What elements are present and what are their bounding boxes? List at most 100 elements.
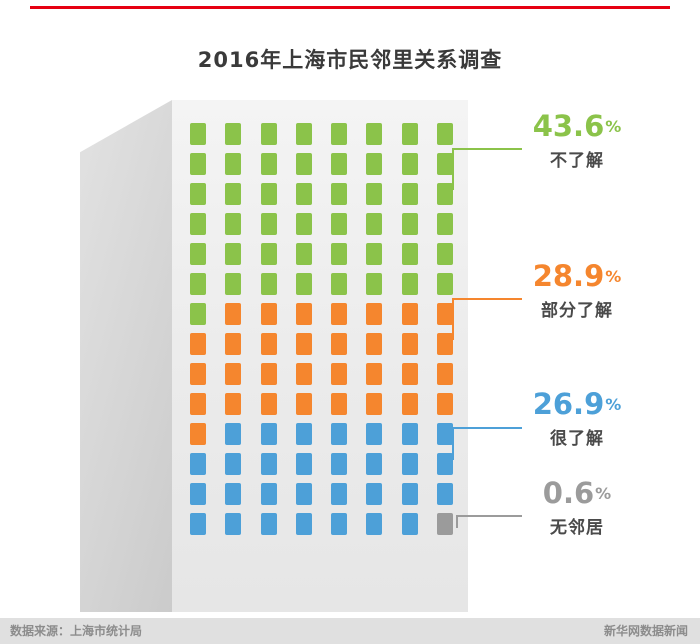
window-tile-not-know (401, 183, 418, 205)
window-tile-partly-know (401, 303, 418, 325)
window-tile-not-know (436, 243, 453, 265)
callout-value: 0.6% (522, 477, 632, 510)
window-tile-not-know (190, 123, 206, 145)
percent-sign: % (605, 117, 622, 136)
callout-know-well: 26.9% 很了解 (522, 388, 632, 449)
window-tile-partly-know (190, 363, 206, 385)
callout-line-not-know (452, 148, 454, 190)
window-tile-partly-know (401, 393, 418, 415)
window-tile-partly-know (331, 333, 348, 355)
window-tile-know-well (295, 483, 312, 505)
window-tile-not-know (295, 213, 312, 235)
window-tile-partly-know (190, 423, 206, 445)
window-tile-not-know (225, 123, 242, 145)
window-tile-not-know (295, 153, 312, 175)
window-tile-know-well (366, 483, 383, 505)
window-tile-partly-know (295, 363, 312, 385)
window-tile-not-know (436, 273, 453, 295)
window-tile-partly-know (225, 363, 242, 385)
window-tile-not-know (436, 153, 453, 175)
window-tile-partly-know (295, 333, 312, 355)
callout-label: 无邻居 (550, 518, 604, 538)
window-tile-partly-know (401, 363, 418, 385)
callout-label: 不了解 (550, 151, 604, 171)
window-tile-not-know (366, 273, 383, 295)
building-side-face (80, 100, 172, 612)
window-tile-partly-know (190, 393, 206, 415)
window-tile-not-know (401, 153, 418, 175)
window-tile-partly-know (366, 363, 383, 385)
window-tile-partly-know (260, 303, 277, 325)
window-grid (190, 123, 453, 535)
window-tile-not-know (331, 273, 348, 295)
window-tile-partly-know (260, 333, 277, 355)
window-tile-partly-know (436, 363, 453, 385)
window-tile-know-well (295, 423, 312, 445)
window-tile-partly-know (366, 393, 383, 415)
window-tile-partly-know (260, 363, 277, 385)
window-tile-partly-know (436, 393, 453, 415)
window-tile-not-know (401, 273, 418, 295)
window-tile-know-well (436, 423, 453, 445)
window-tile-partly-know (225, 393, 242, 415)
window-tile-know-well (401, 423, 418, 445)
window-tile-know-well (436, 483, 453, 505)
window-tile-not-know (190, 183, 206, 205)
percent-sign: % (605, 395, 622, 414)
window-tile-partly-know (366, 333, 383, 355)
window-tile-not-know (260, 273, 277, 295)
window-tile-know-well (295, 453, 312, 475)
callout-partly-know: 28.9% 部分了解 (522, 260, 632, 321)
window-tile-partly-know (295, 303, 312, 325)
window-tile-know-well (331, 483, 348, 505)
building-front-face (172, 100, 468, 612)
window-tile-partly-know (331, 363, 348, 385)
window-tile-not-know (260, 123, 277, 145)
callout-line-partly-know (452, 298, 454, 340)
window-tile-not-know (401, 213, 418, 235)
window-tile-not-know (260, 243, 277, 265)
window-tile-not-know (260, 153, 277, 175)
callout-line-no-neighbors (456, 515, 522, 517)
window-tile-know-well (331, 453, 348, 475)
data-source: 数据来源：上海市统计局 (10, 624, 143, 638)
window-tile-know-well (190, 453, 206, 475)
callout-label: 很了解 (550, 429, 604, 449)
window-tile-know-well (225, 513, 242, 535)
callout-value: 28.9% (522, 260, 632, 293)
callout-number: 43.6 (532, 109, 605, 143)
window-tile-know-well (331, 513, 348, 535)
window-tile-not-know (225, 213, 242, 235)
window-tile-know-well (190, 483, 206, 505)
window-tile-know-well (331, 423, 348, 445)
window-tile-know-well (366, 453, 383, 475)
callout-value: 26.9% (522, 388, 632, 421)
window-tile-not-know (260, 183, 277, 205)
percent-sign: % (595, 484, 612, 503)
window-tile-know-well (295, 513, 312, 535)
window-tile-know-well (225, 483, 242, 505)
callout-line-know-well (452, 427, 454, 460)
footer-bar: 数据来源：上海市统计局 新华网数据新闻 (0, 618, 700, 644)
window-tile-know-well (401, 513, 418, 535)
window-tile-partly-know (225, 333, 242, 355)
window-tile-know-well (260, 513, 277, 535)
callout-line-no-neighbors (456, 515, 458, 528)
window-tile-partly-know (436, 333, 453, 355)
callout-value: 43.6% (522, 110, 632, 143)
window-tile-partly-know (260, 393, 277, 415)
window-tile-not-know (401, 243, 418, 265)
window-tile-partly-know (225, 303, 242, 325)
callout-line-know-well (452, 427, 522, 429)
window-tile-not-know (401, 123, 418, 145)
window-tile-know-well (225, 453, 242, 475)
window-tile-not-know (190, 153, 206, 175)
window-tile-partly-know (331, 393, 348, 415)
window-tile-not-know (225, 273, 242, 295)
callout-number: 0.6 (542, 476, 595, 510)
window-tile-not-know (190, 273, 206, 295)
percent-sign: % (605, 267, 622, 286)
window-tile-not-know (436, 213, 453, 235)
window-tile-not-know (331, 153, 348, 175)
